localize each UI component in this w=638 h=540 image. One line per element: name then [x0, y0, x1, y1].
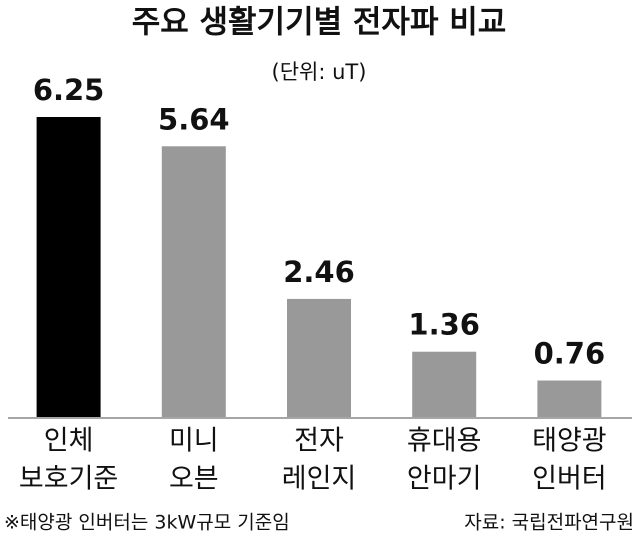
value-label: 6.25 [33, 73, 105, 107]
value-label: 5.64 [158, 102, 230, 136]
source: 자료: 국립전파연구원 [464, 512, 634, 534]
x-tick-label: 인버터 [532, 464, 607, 495]
x-tick-label: 보호기준 [19, 464, 118, 495]
x-tick-label: 휴대용 [407, 426, 482, 457]
bar [161, 146, 226, 417]
x-tick-label: 안마기 [407, 464, 482, 495]
x-tick-label: 전자 [294, 426, 344, 457]
x-tick-label: 미니 [169, 426, 219, 457]
x-tick-label: 오븐 [169, 464, 219, 495]
x-tick-label: 레인지 [282, 464, 357, 495]
bar [287, 298, 351, 417]
value-label: 0.76 [534, 337, 606, 371]
value-label: 2.46 [283, 255, 355, 289]
footnote: ※태양광 인버터는 3kW규모 기준임 [4, 512, 290, 534]
bar [36, 117, 101, 417]
bar [412, 351, 477, 417]
chart-subtitle: (단위: uT) [272, 60, 367, 84]
x-tick-label: 인체 [44, 426, 94, 457]
x-tick-label: 태양광 [532, 426, 607, 457]
bar [537, 380, 602, 417]
value-label: 1.36 [408, 308, 480, 342]
chart-title: 주요 생활기기별 전자파 비교 [132, 5, 507, 41]
